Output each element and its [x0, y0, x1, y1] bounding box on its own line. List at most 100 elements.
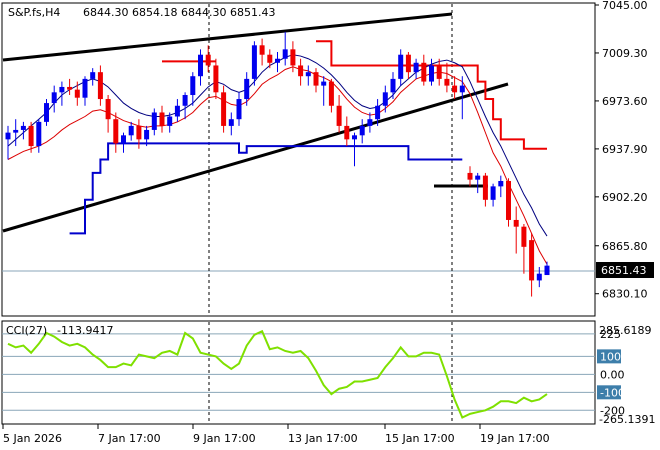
cci-line [7, 329, 548, 419]
candle-38 [298, 58, 304, 86]
candle-body [251, 45, 257, 79]
candle-4 [36, 119, 42, 153]
candle-20 [159, 105, 165, 133]
period-separators [208, 4, 453, 315]
candle-body [498, 180, 504, 187]
candle-48 [375, 99, 381, 126]
candle-64 [498, 175, 504, 198]
candle-46 [359, 119, 365, 144]
price-tick-label-3: 6937.90 [602, 143, 648, 156]
candle-50 [390, 72, 396, 100]
candle-body [513, 219, 519, 227]
candle-body [167, 116, 173, 126]
candle-63 [490, 183, 496, 207]
candle-body [82, 78, 88, 98]
candle-61 [475, 172, 481, 194]
candle-body [413, 62, 419, 73]
candle-body [467, 172, 473, 180]
cci-value: -113.9417 [57, 324, 113, 337]
candle-body [36, 121, 42, 147]
candle-32 [251, 41, 257, 86]
candle-body [59, 86, 65, 93]
candle-body [159, 112, 165, 126]
lower-trendline [2, 82, 509, 233]
cci-level-label-2: 0.00 [600, 368, 625, 381]
candle-body [205, 54, 211, 66]
candle-41 [321, 76, 327, 106]
candle-body [244, 78, 250, 100]
candle-42 [328, 78, 334, 113]
candle-15 [121, 132, 126, 153]
candle-body [521, 226, 527, 247]
price-tick-label-6: 6830.10 [602, 288, 648, 301]
candle-57 [444, 62, 450, 93]
cci-level-box-1 [597, 349, 621, 364]
candle-8 [67, 78, 73, 96]
candle-body [90, 72, 96, 79]
candle-body [405, 54, 411, 73]
candle-body [97, 72, 103, 100]
candle-6 [51, 85, 57, 113]
candle-body [429, 65, 434, 82]
candle-58 [452, 76, 458, 100]
candle-body [144, 129, 150, 140]
candle-59 [459, 76, 465, 120]
time-tick-label-1: 7 Jan 17:00 [98, 432, 161, 445]
candle-9 [74, 81, 80, 106]
candle-44 [344, 116, 350, 147]
blue-channel-line [69, 142, 463, 235]
cci-level-label-4: -200 [600, 404, 625, 417]
price-tick-label-4: 6902.20 [602, 191, 648, 204]
candle-54 [421, 54, 427, 86]
cci-level-box-3 [597, 385, 621, 400]
cci-level-label-0: 225 [600, 328, 621, 341]
candle-body [436, 65, 442, 79]
price-axis: 7045.00 7009.30 6973.60 6937.90 6902.20 6865.… [595, 0, 648, 301]
candle-body [74, 89, 80, 98]
candle-body [336, 105, 342, 126]
candle-10 [82, 76, 88, 106]
candle-body [275, 58, 280, 63]
candle-body [182, 95, 188, 106]
candle-56 [436, 58, 442, 86]
candle-body [506, 180, 511, 220]
candle-body [282, 49, 288, 59]
candle-body [174, 105, 180, 117]
candle-24 [190, 72, 196, 106]
candle-25 [198, 49, 203, 86]
candle-body [352, 135, 357, 140]
candle-body [113, 119, 119, 144]
candle-body [482, 175, 488, 200]
cci-panel: CCI(27) -113.9417 [1, 320, 596, 425]
candle-body [529, 240, 535, 281]
candle-62 [482, 172, 488, 207]
candle-36 [282, 31, 288, 66]
candle-body [452, 85, 458, 93]
candle-22 [174, 99, 180, 122]
price-tick-label-2: 6973.60 [602, 95, 648, 108]
candle-11 [90, 68, 96, 86]
time-tick-label-4: 15 Jan 17:00 [385, 432, 455, 445]
ohlc-readout: 6844.30 6854.18 6844.30 6851.43 [83, 6, 275, 19]
candle-body [259, 45, 265, 55]
candle-3 [28, 121, 34, 153]
candle-body [221, 92, 227, 126]
time-tick-label-5: 19 Jan 17:00 [480, 432, 550, 445]
candle-12 [97, 65, 103, 106]
candle-body [228, 119, 234, 126]
candle-66 [513, 206, 519, 254]
candle-13 [105, 95, 111, 133]
candle-body [67, 86, 73, 90]
symbol-label: S&P.fs,H4 [8, 6, 60, 19]
candle-19 [151, 108, 157, 136]
candle-body [44, 103, 49, 122]
candle-body [198, 54, 203, 77]
candle-body [298, 65, 304, 77]
candle-23 [182, 92, 188, 120]
cci-title: CCI(27) [6, 324, 47, 337]
cci-levels [2, 333, 595, 411]
candle-body [236, 99, 242, 120]
candle-45 [352, 132, 357, 167]
candle-16 [128, 121, 134, 141]
candle-5 [44, 99, 49, 126]
